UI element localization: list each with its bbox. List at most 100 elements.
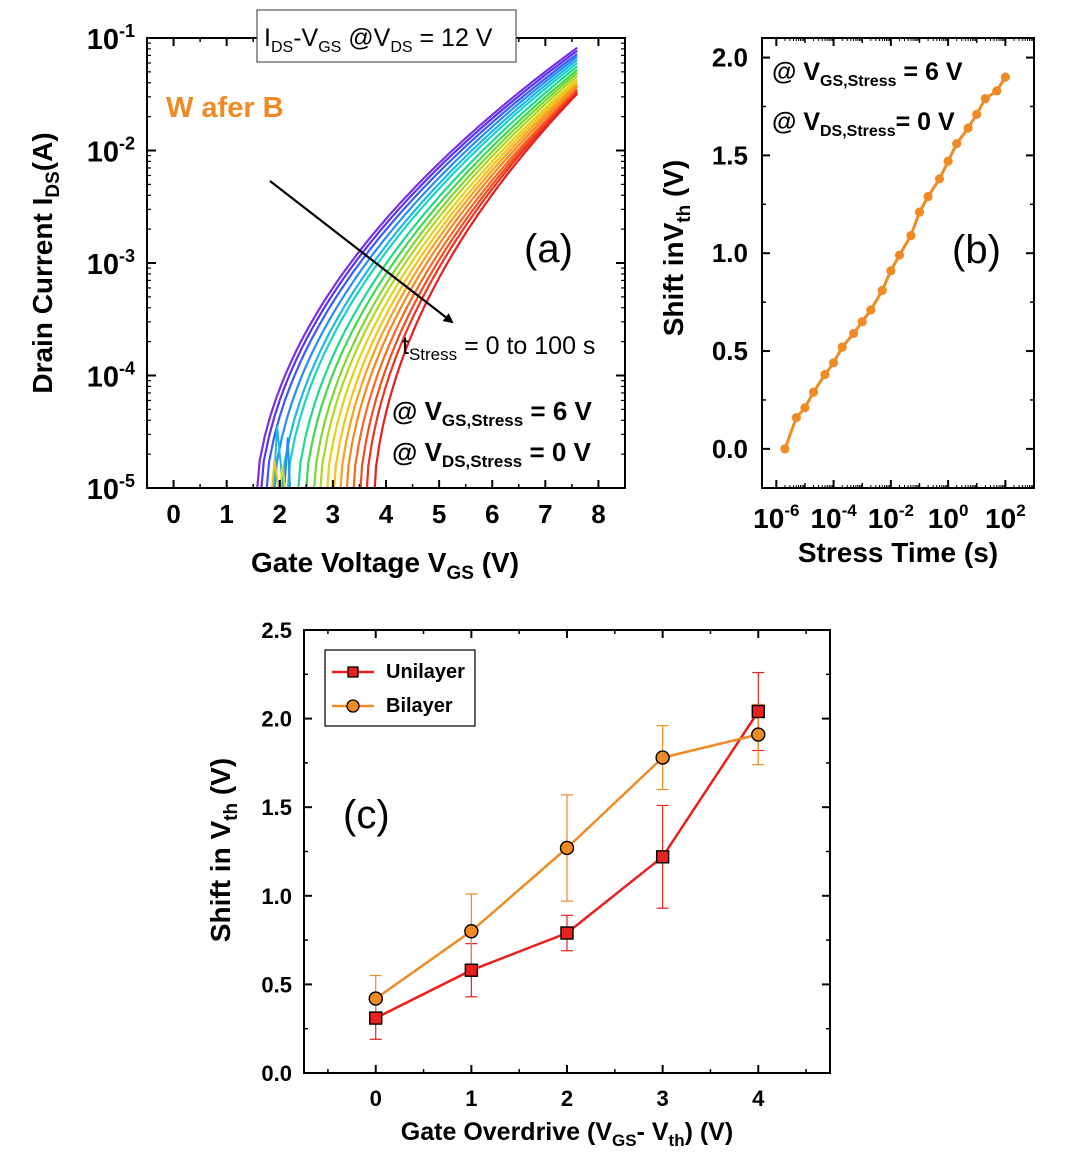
a-noise-2 <box>271 459 280 488</box>
a-curve-14 <box>352 88 578 488</box>
c-point-unilayer <box>655 850 670 864</box>
c-ytick-label: 2.0 <box>261 707 292 732</box>
panel-c-ylabel: Shift in Vth (V) <box>205 758 242 942</box>
a-curve-15 <box>359 89 578 488</box>
panel-a-ticks: 0 1 2 3 4 5 6 7 8 10-1 10-2 10-3 10-4 10-5 <box>87 21 625 529</box>
a-curve-10 <box>326 78 578 488</box>
panel-c-xlabel: Gate Overdrive (VGS- Vth) (V) <box>401 1118 733 1150</box>
panel-a-title: IDS-VGS @VDS = 12 V <box>264 24 493 56</box>
a-ytick-label: 10-3 <box>87 246 135 281</box>
b-point <box>914 207 925 217</box>
c-xtick-label: 4 <box>752 1086 765 1111</box>
b-point <box>934 174 945 184</box>
panel-a-label: (a) <box>524 227 573 271</box>
stress-time-label: tStress = 0 to 100 s <box>402 332 595 364</box>
legend-bilayer-label: Bilayer <box>386 695 453 717</box>
stress-arrow <box>269 180 454 324</box>
a-curve-1 <box>260 49 578 488</box>
b-point <box>828 358 839 368</box>
b-xtick-label: 10-6 <box>753 501 799 534</box>
b-point <box>800 403 810 413</box>
b-ytick-label: 0.5 <box>712 336 748 366</box>
legend-box <box>324 649 476 727</box>
c-point-unilayer <box>751 704 765 719</box>
a-xtick-label: 2 <box>273 499 287 529</box>
b-point <box>1000 72 1010 82</box>
panel-b-ylabel: Shift inVth (V) <box>658 160 695 337</box>
b-point <box>992 86 1002 96</box>
wafer-label: W afer B <box>166 92 284 124</box>
a-curve-2 <box>265 53 578 488</box>
c-xtick-label: 1 <box>465 1086 477 1111</box>
a-curve-13 <box>345 85 578 488</box>
a-curve-4 <box>281 58 578 488</box>
a-curve-9 <box>319 75 578 488</box>
b-ytick-label: 1.5 <box>712 140 748 170</box>
panel-b-label: (b) <box>952 228 1001 272</box>
b-point <box>820 369 830 380</box>
b-point <box>906 231 916 241</box>
a-curve-16 <box>365 91 578 488</box>
b-point <box>791 412 801 423</box>
b-point <box>780 444 790 454</box>
panel-b-xlabel: Stress Time (s) <box>798 537 998 568</box>
a-ytick-label: 10-5 <box>87 471 135 506</box>
a-xtick-label: 5 <box>432 499 446 529</box>
a-noise-0 <box>272 426 284 488</box>
a-xtick-label: 8 <box>591 499 605 529</box>
b-xtick-label: 10-4 <box>810 501 857 534</box>
c-xtick-label: 2 <box>561 1086 573 1111</box>
a-noise-3 <box>279 465 286 488</box>
b-ytick-label: 1.0 <box>712 238 748 268</box>
b-point <box>877 285 887 295</box>
c-ytick-label: 1.5 <box>261 795 292 820</box>
panel-b-vds-stress: @ VDS,Stress= 0 V <box>772 108 955 140</box>
c-point-bilayer <box>655 750 670 765</box>
b-point <box>923 191 933 202</box>
a-ytick-label: 10-4 <box>87 359 135 394</box>
panel-a-vgs-stress: @ VGS,Stress = 6 V <box>392 396 593 430</box>
panel-b-frame <box>761 37 1035 489</box>
legend-unilayer-label: Unilayer <box>386 661 465 683</box>
c-point-unilayer <box>369 1011 383 1025</box>
b-xtick-label: 10-2 <box>868 501 914 534</box>
c-point-unilayer <box>560 926 574 940</box>
a-xtick-label: 7 <box>538 499 552 529</box>
b-point <box>808 387 819 397</box>
b-point <box>943 156 953 166</box>
a-curve-8 <box>313 72 578 488</box>
a-curve-6 <box>297 65 578 488</box>
b-point <box>837 342 847 352</box>
c-point-bilayer <box>751 727 766 742</box>
a-ytick-label: 10-1 <box>87 21 135 56</box>
b-point <box>980 94 990 104</box>
b-ytick-label: 2.0 <box>712 43 748 73</box>
c-xtick-label: 0 <box>370 1086 382 1111</box>
a-xtick-label: 1 <box>219 499 233 529</box>
a-curve-5 <box>286 62 578 488</box>
c-ytick-label: 2.5 <box>261 618 292 643</box>
panel-a-vds-stress: @ VDS,Stress = 0 V <box>392 437 592 471</box>
c-xtick-label: 3 <box>657 1086 669 1111</box>
panel-c-label: (c) <box>343 793 390 837</box>
panel-b-data <box>780 72 1010 454</box>
b-point <box>963 123 973 133</box>
c-point-bilayer <box>559 840 575 856</box>
b-point <box>972 109 982 119</box>
a-xtick-label: 4 <box>379 499 394 529</box>
a-curve-11 <box>333 80 578 488</box>
panel-c: 0 1 2 3 4 0.0 0.5 1.0 1.5 2.0 2.5 (c) Unilayer Bil… <box>205 618 831 1150</box>
panel-b-ticks: 10-6 10-4 10-2 100 102 0.0 0.5 1.0 1.5 2.0 <box>712 38 1034 534</box>
legend-bilayer-marker <box>346 699 360 713</box>
c-ytick-label: 0.0 <box>261 1061 292 1086</box>
panel-b-vgs-stress: @ VGS,Stress = 6 V <box>772 58 963 90</box>
b-xtick-label: 102 <box>985 501 1026 534</box>
a-ytick-label: 10-2 <box>87 134 135 169</box>
b-point <box>886 266 896 276</box>
b-point <box>857 317 867 327</box>
panel-a: 0 1 2 3 4 5 6 7 8 10-1 10-2 10-3 10-4 10-5 IDS-VGS @V… <box>27 9 626 584</box>
b-ytick-label: 0.0 <box>712 434 748 464</box>
a-curve-17 <box>373 92 578 488</box>
panel-c-ticks: 0 1 2 3 4 0.0 0.5 1.0 1.5 2.0 2.5 <box>261 618 830 1111</box>
